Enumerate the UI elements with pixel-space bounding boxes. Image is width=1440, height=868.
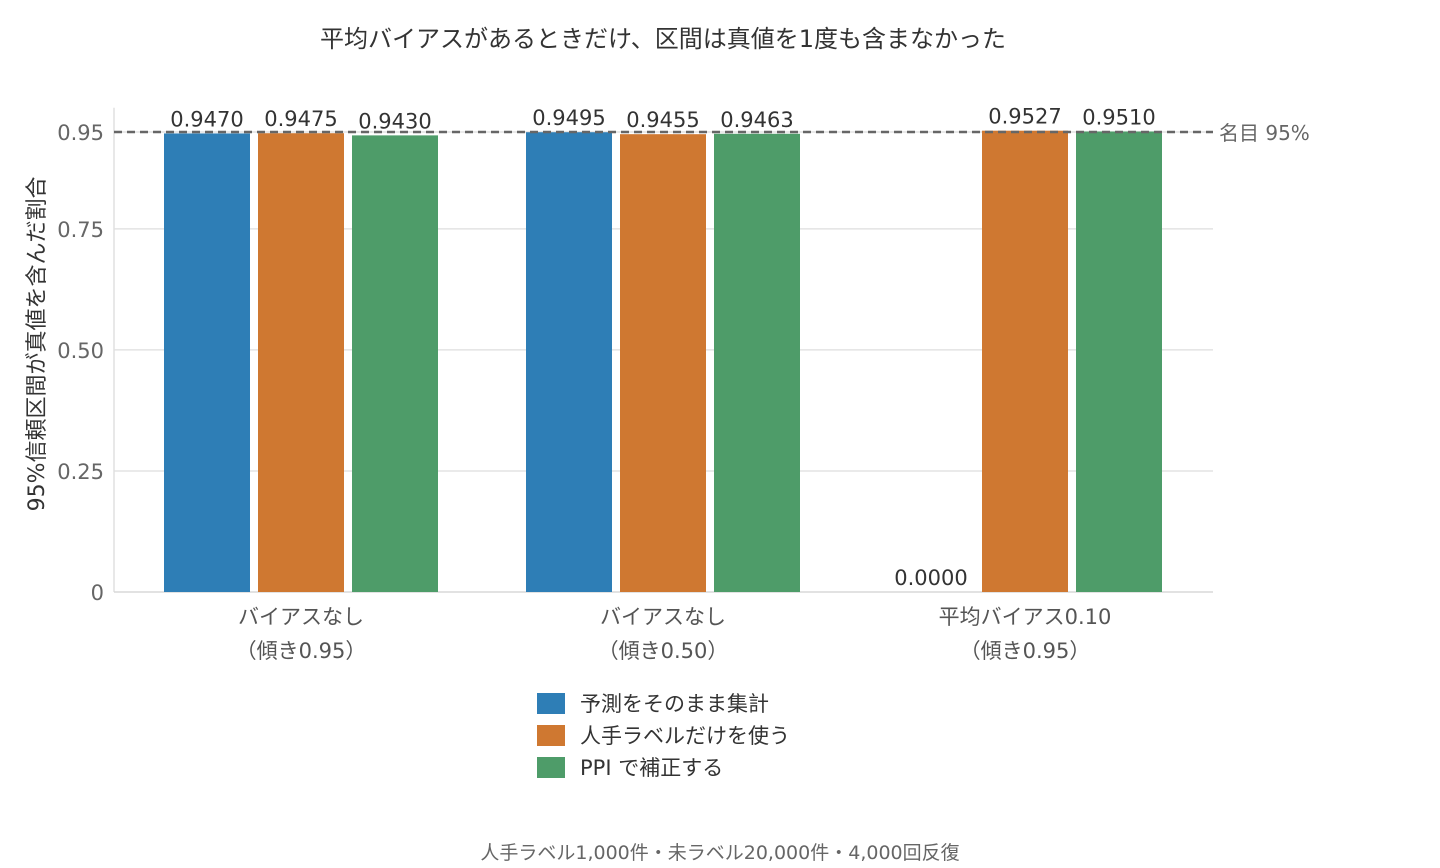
y-tick-label: 0.50 — [57, 339, 104, 363]
legend-label: 人手ラベルだけを使う — [580, 724, 790, 748]
legend-swatch — [537, 693, 565, 714]
x-tick-label-sub: （傾き0.95） — [960, 639, 1091, 663]
x-tick-label-sub: （傾き0.50） — [598, 639, 729, 663]
legend-label: 予測をそのまま集計 — [580, 692, 769, 716]
data-label: 0.9430 — [358, 109, 431, 133]
bar — [620, 134, 706, 592]
x-tick-label: バイアスなし — [238, 605, 364, 629]
legend-swatch — [537, 725, 565, 746]
data-label: 0.9510 — [1082, 106, 1155, 130]
bar — [352, 135, 438, 593]
chart-caption: 人手ラベル1,000件・未ラベル20,000件・4,000回反復 — [480, 842, 959, 864]
y-tick-label: 0.75 — [57, 218, 104, 242]
legend-label: PPI で補正する — [580, 756, 723, 780]
legend-swatch — [537, 757, 565, 778]
data-label: 0.9463 — [720, 108, 793, 132]
x-tick-label: バイアスなし — [600, 605, 726, 629]
chart-title: 平均バイアスがあるときだけ、区間は真値を1度も含まなかった — [320, 25, 1006, 53]
bar — [982, 130, 1068, 592]
data-label: 0.9455 — [626, 108, 699, 132]
bar — [526, 132, 612, 592]
data-label: 0.9527 — [988, 105, 1061, 129]
bar — [258, 133, 344, 593]
reference-line-label: 名目 95% — [1219, 121, 1310, 145]
bar — [164, 133, 250, 592]
y-tick-label: 0.95 — [57, 121, 104, 145]
bar — [714, 133, 800, 593]
y-tick-label: 0.25 — [57, 460, 104, 484]
bar — [1076, 131, 1162, 592]
y-axis-label: 95%信頼区間が真値を含んだ割合 — [25, 176, 50, 511]
y-tick-label: 0 — [91, 581, 104, 605]
data-label: 0.0000 — [894, 566, 967, 590]
data-label: 0.9470 — [170, 107, 243, 131]
data-label: 0.9475 — [264, 107, 337, 131]
x-tick-label-sub: （傾き0.95） — [236, 639, 367, 663]
data-label: 0.9495 — [532, 106, 605, 130]
x-tick-label: 平均バイアス0.10 — [939, 605, 1112, 629]
